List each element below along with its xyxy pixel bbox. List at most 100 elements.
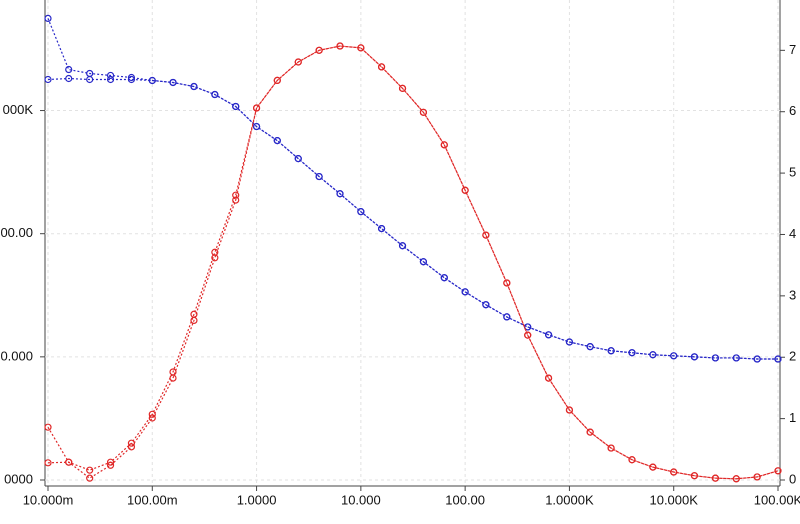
point	[44, 459, 52, 467]
point	[732, 354, 740, 362]
point	[690, 472, 699, 480]
y-tick-label: 000K	[3, 102, 34, 117]
point	[607, 347, 615, 355]
point	[524, 331, 532, 339]
point	[336, 190, 344, 198]
point	[65, 74, 73, 83]
y-tick-label: 00.00	[0, 225, 33, 240]
point	[211, 90, 219, 99]
y2-tick-label: 2	[789, 349, 796, 364]
point	[690, 353, 699, 361]
point	[753, 355, 761, 363]
x-tick-label: 1.0000K	[545, 492, 594, 507]
point	[544, 331, 553, 339]
point	[628, 349, 636, 357]
point	[127, 443, 136, 451]
point	[86, 466, 94, 474]
point	[377, 224, 386, 233]
x-tick-label: 1.0000	[237, 492, 277, 507]
point	[649, 463, 657, 471]
point	[232, 102, 240, 111]
point	[398, 84, 407, 92]
point	[482, 231, 490, 239]
point	[65, 458, 73, 466]
point	[127, 75, 136, 84]
x-tick-label: 10.000m	[23, 492, 74, 507]
point	[607, 444, 615, 452]
point	[440, 274, 448, 282]
point	[503, 279, 511, 287]
point	[732, 475, 740, 483]
point	[190, 316, 198, 325]
point	[106, 461, 115, 469]
y-tick-label: 0.000	[0, 348, 33, 363]
point	[336, 42, 344, 50]
point	[86, 75, 94, 84]
point	[670, 468, 678, 476]
point	[232, 196, 240, 204]
point	[357, 208, 365, 216]
x-tick-label: 10.000	[341, 492, 381, 507]
point	[190, 82, 198, 91]
point	[649, 351, 657, 359]
point	[586, 343, 594, 351]
point	[148, 76, 156, 85]
point	[628, 456, 636, 464]
point	[148, 410, 156, 418]
point	[753, 473, 761, 481]
point	[273, 137, 281, 145]
point	[294, 58, 302, 66]
point	[565, 338, 574, 346]
point	[148, 414, 156, 422]
point	[273, 76, 281, 85]
point	[315, 46, 323, 54]
point	[461, 186, 469, 194]
point	[419, 258, 428, 266]
point	[106, 75, 115, 84]
x-tick-label: 10.000K	[649, 492, 698, 507]
y2-tick-label: 3	[789, 287, 796, 302]
point	[106, 71, 115, 80]
point	[711, 474, 719, 482]
point	[670, 352, 678, 360]
point	[419, 108, 428, 116]
point	[503, 313, 511, 321]
point	[232, 191, 240, 199]
y2-tick-label: 0	[789, 471, 796, 486]
y2-tick-label: 1	[789, 410, 796, 425]
point	[169, 78, 177, 87]
point	[315, 172, 323, 181]
point	[86, 474, 94, 482]
point	[774, 467, 782, 475]
x-tick-label: 100.00	[445, 492, 485, 507]
point	[44, 75, 52, 84]
point	[461, 288, 469, 296]
point	[44, 14, 52, 23]
point	[127, 73, 136, 82]
point	[711, 354, 719, 362]
y2-tick-label: 5	[789, 165, 796, 180]
y2-tick-label: 6	[789, 103, 796, 118]
point	[482, 301, 490, 309]
y2-tick-label: 4	[789, 226, 796, 241]
y-tick-label: 0000	[4, 471, 33, 486]
point	[106, 458, 115, 466]
point	[252, 104, 261, 112]
x-tick-label: 100.00m	[127, 492, 178, 507]
point	[252, 122, 261, 131]
y2-tick-label: 7	[789, 42, 796, 57]
point	[44, 423, 52, 431]
point	[169, 374, 177, 382]
point	[377, 63, 386, 71]
point	[565, 406, 574, 414]
point	[774, 355, 782, 363]
point	[398, 242, 407, 250]
point	[586, 428, 594, 436]
point	[294, 155, 302, 163]
point	[65, 65, 73, 74]
point	[440, 141, 448, 149]
x-tick-label: 100.00K	[754, 492, 800, 507]
point	[211, 254, 219, 262]
